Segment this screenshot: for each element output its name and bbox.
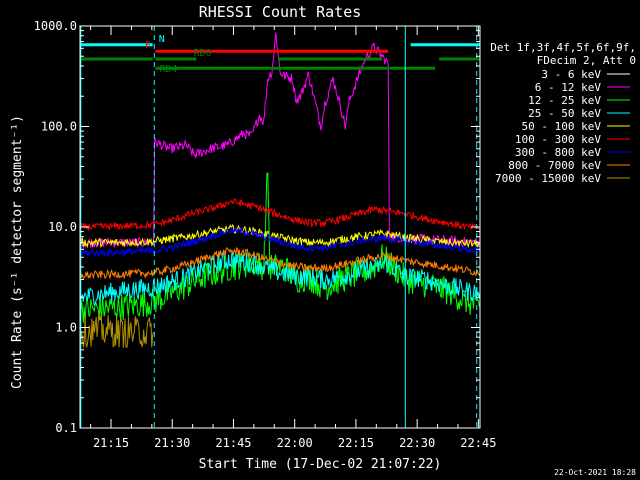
x-axis-ticks: 21:15 21:30 21:45 22:00 22:15 22:30 22:45 xyxy=(90,26,496,450)
legend: Det 1f,3f,4f,5f,6f,9f,FDecim 2, Att 03 -… xyxy=(490,41,636,185)
chart-title: RHESSI Count Rates xyxy=(199,3,362,21)
series-line-6 xyxy=(79,198,481,231)
bar-label-rd0: RD0 xyxy=(194,48,212,59)
series-line-8 xyxy=(79,246,481,280)
x-tick-label: 21:45 xyxy=(215,436,251,450)
legend-entry-label: 50 - 100 keV xyxy=(522,120,602,133)
legend-entry-label: 300 - 800 keV xyxy=(515,146,601,159)
y-tick-label: 100.0 xyxy=(41,120,77,134)
series-line-2 xyxy=(79,32,481,249)
y-tick-label: 1.0 xyxy=(55,321,77,335)
y-tick-label: 1000.0 xyxy=(34,19,77,33)
attenuator-bar-layer: NF RD0 RD4 xyxy=(80,34,480,75)
x-tick-label: 21:15 xyxy=(93,436,129,450)
series-line-9 xyxy=(79,312,154,349)
bar-label-n: N xyxy=(159,34,165,45)
bar-label-rd4: RD4 xyxy=(160,64,178,75)
legend-entry-label: 7000 - 15000 keV xyxy=(495,172,601,185)
y-axis-ticks: 1000.0 100.0 10.0 1.0 0.1 xyxy=(34,19,480,435)
timestamp-label: 22-Oct-2021 18:28 xyxy=(554,468,636,477)
y-axis-label: Count Rate (s⁻¹ detector segment⁻¹) xyxy=(10,115,25,389)
x-tick-label: 22:15 xyxy=(338,436,374,450)
x-tick-label: 22:45 xyxy=(460,436,496,450)
legend-entry-label: 6 - 12 keV xyxy=(535,81,602,94)
x-axis-label: Start Time (17-Dec-02 21:07:22) xyxy=(199,457,442,472)
series-line-7 xyxy=(79,226,481,258)
y-tick-label: 0.1 xyxy=(55,421,77,435)
bar-label-f: F xyxy=(145,40,151,51)
legend-header-line: Det 1f,3f,4f,5f,6f,9f, xyxy=(490,41,636,54)
y-tick-label: 10.0 xyxy=(48,220,77,234)
legend-entry-label: 800 - 7000 keV xyxy=(508,159,601,172)
x-tick-label: 21:30 xyxy=(154,436,190,450)
legend-entry-label: 100 - 300 keV xyxy=(515,133,601,146)
legend-entry-label: 25 - 50 keV xyxy=(528,107,601,120)
legend-header-line: FDecim 2, Att 0 xyxy=(537,54,636,67)
legend-entry-label: 12 - 25 keV xyxy=(528,94,601,107)
x-tick-label: 22:00 xyxy=(277,436,313,450)
series-layer xyxy=(79,32,481,350)
legend-entry-label: 3 - 6 keV xyxy=(541,68,601,81)
x-tick-label: 22:30 xyxy=(399,436,435,450)
series-line-4 xyxy=(79,250,481,306)
series-line-3 xyxy=(79,172,481,324)
